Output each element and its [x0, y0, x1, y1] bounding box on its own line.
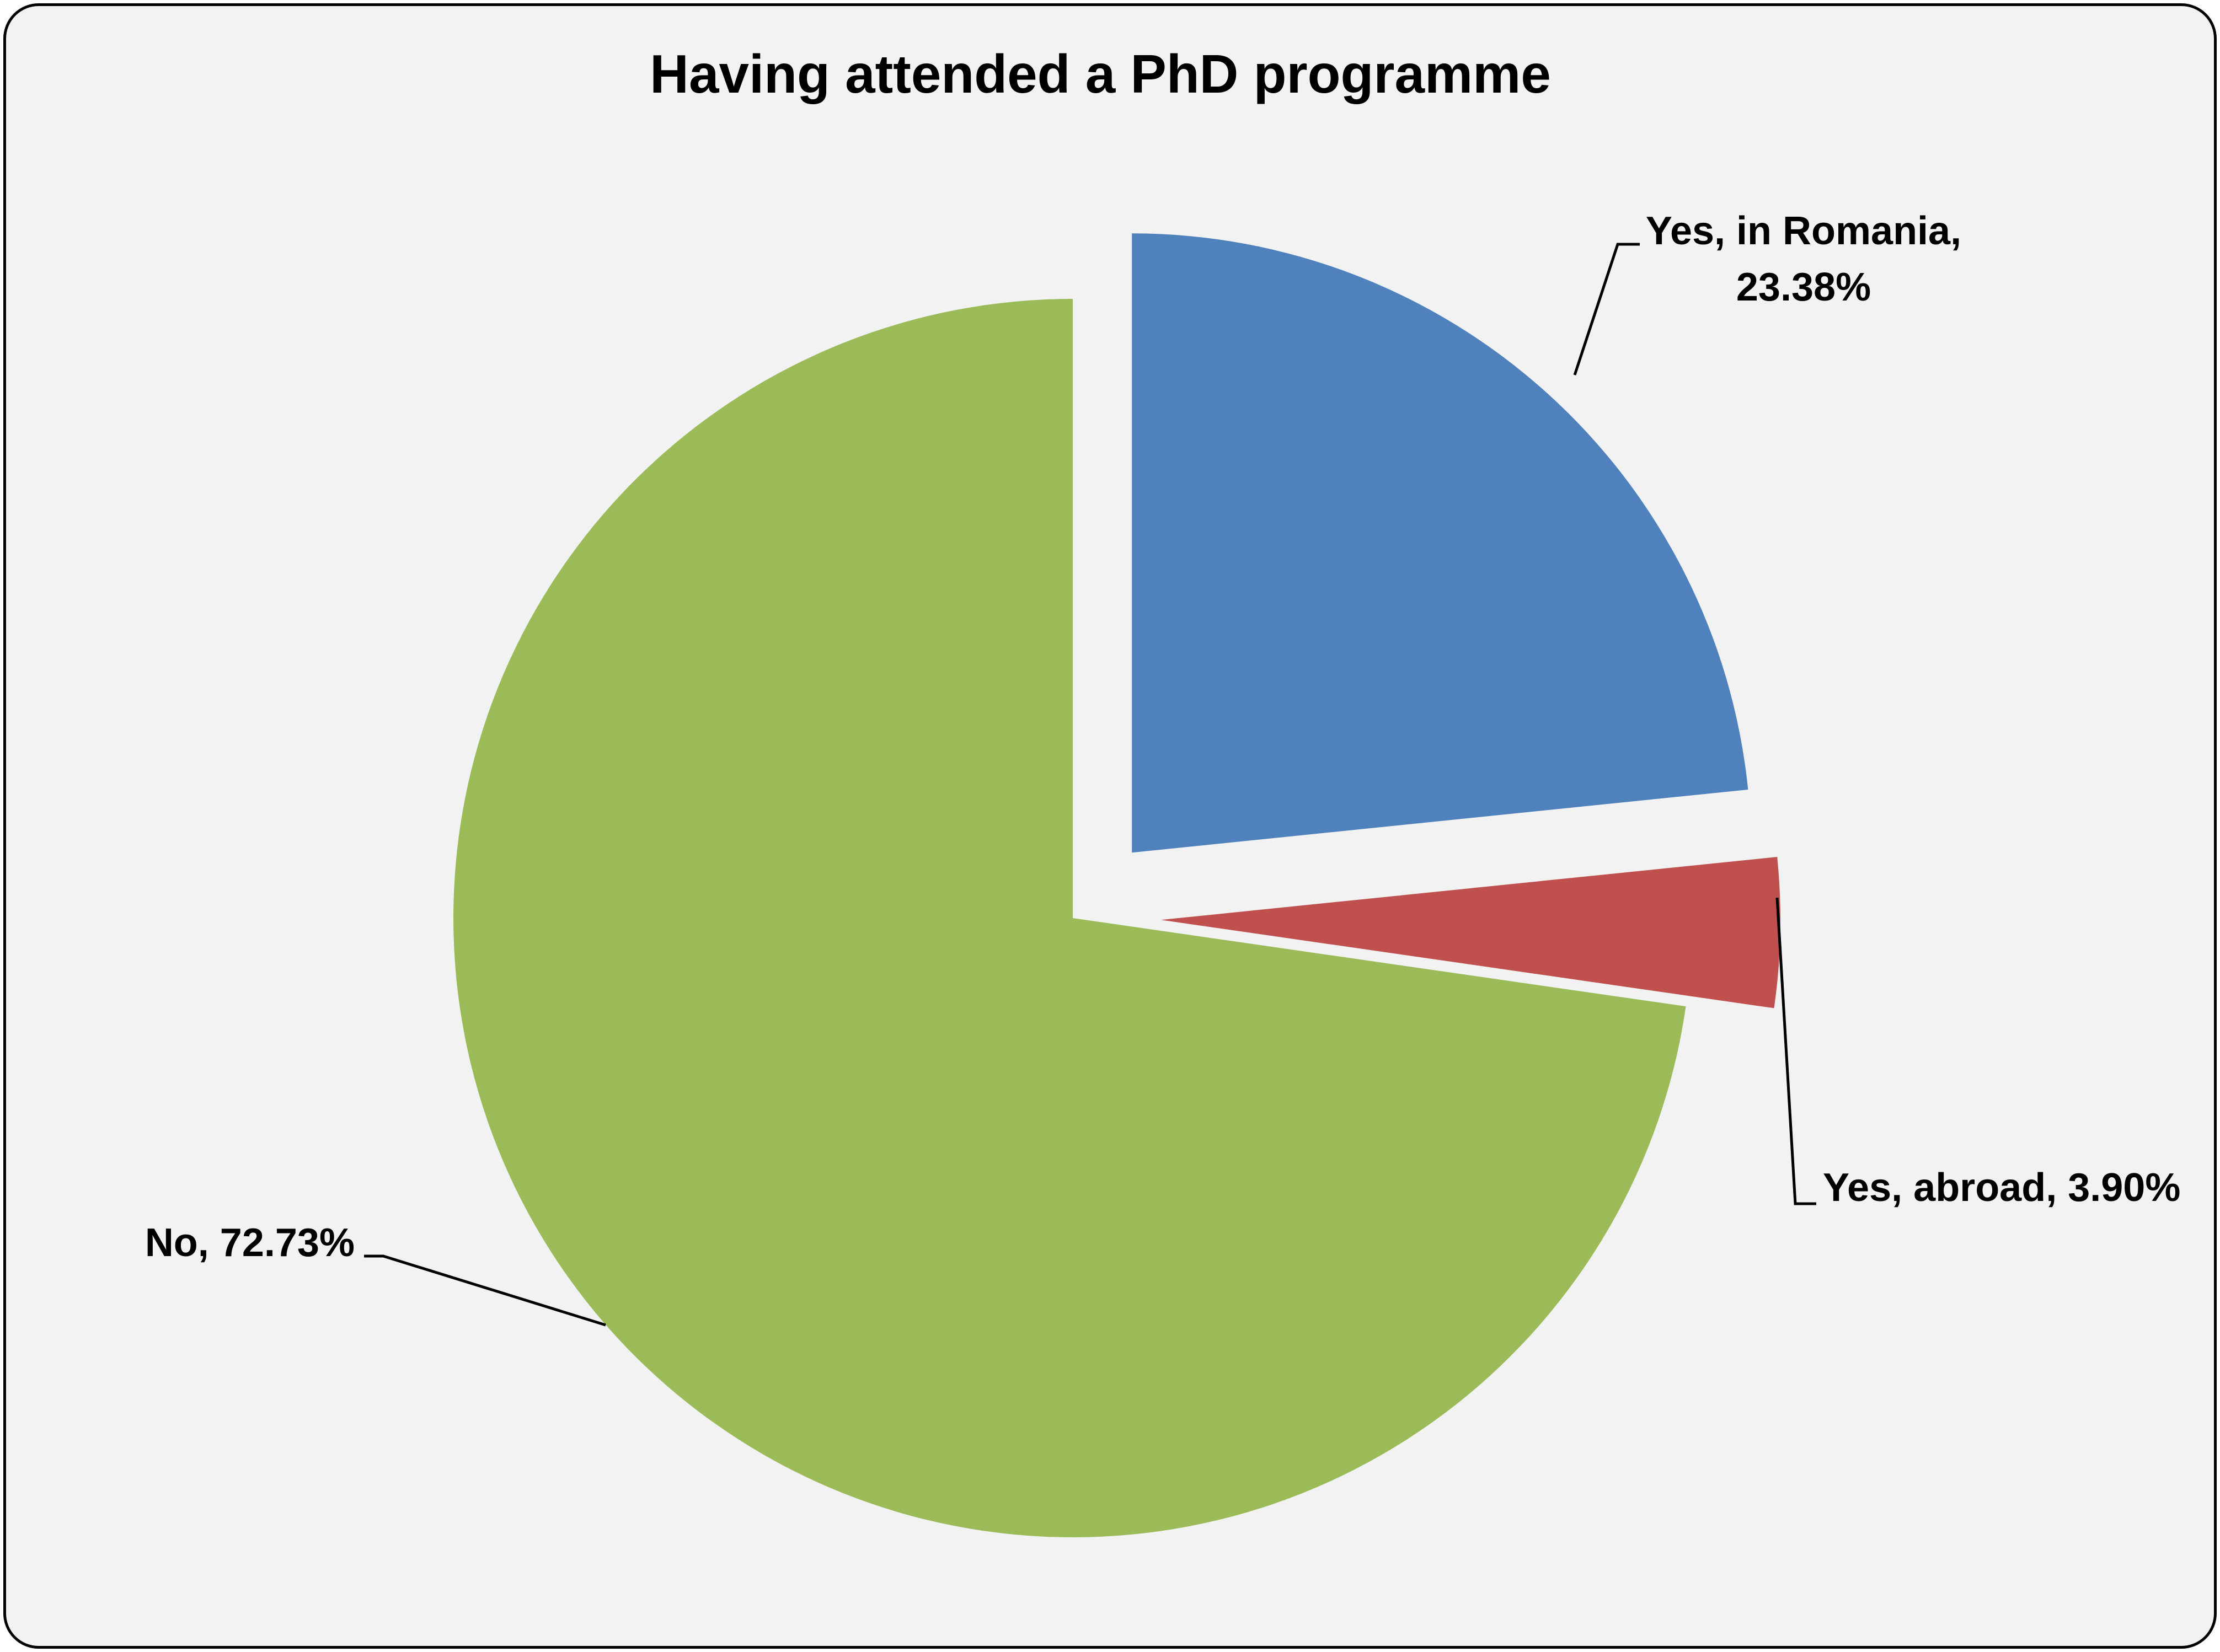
data-label: Yes, in Romania, 23.38% — [1646, 209, 1961, 309]
data-label-line: No, 72.73% — [145, 1221, 355, 1265]
pie-slice-yes-in-romania — [1132, 233, 1748, 853]
pie-slice-yes-abroad — [1160, 857, 1780, 1009]
leader-lines — [364, 243, 1816, 1327]
chart-title: Having attended a PhD programme — [650, 44, 1551, 104]
pie-slice-no — [453, 299, 1686, 1537]
data-labels: Yes, in Romania, 23.38% Yes, abroad, 3.90%… — [145, 209, 2181, 1265]
pie-slices — [453, 233, 1780, 1537]
data-label-line: 23.38% — [1736, 265, 1871, 309]
leader-line — [1573, 243, 1640, 376]
data-label-line: Yes, in Romania, — [1646, 209, 1961, 253]
data-label-line: Yes, abroad, 3.90% — [1823, 1166, 2180, 1210]
leader-line — [364, 1254, 606, 1327]
data-label: No, 72.73% — [145, 1221, 355, 1265]
leader-line — [1775, 897, 1816, 1205]
data-label: Yes, abroad, 3.90% — [1823, 1166, 2180, 1210]
